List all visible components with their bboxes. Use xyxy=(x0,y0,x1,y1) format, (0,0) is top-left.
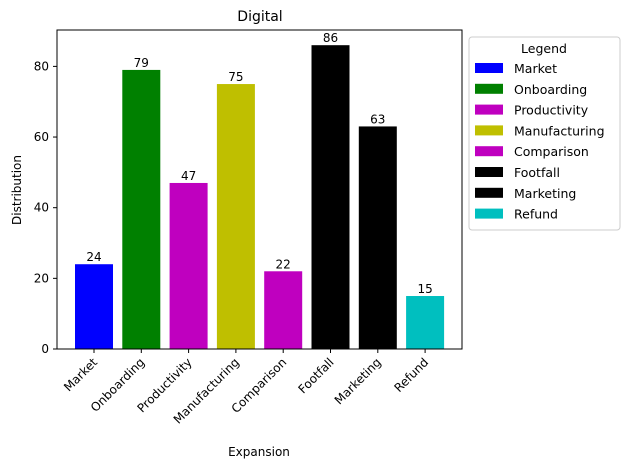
bar-manufacturing xyxy=(216,84,255,349)
data-labels-group: 24 79 47 75 22 86 63 15 xyxy=(86,31,432,296)
bar-refund xyxy=(406,296,445,349)
bar-footfall xyxy=(311,45,350,349)
legend-swatch-productivity xyxy=(475,104,503,115)
legend-label-productivity: Productivity xyxy=(514,103,589,118)
y-tick-label: 80 xyxy=(34,59,49,73)
x-tick-label-marketing: Marketing xyxy=(332,355,384,407)
data-label-productivity: 47 xyxy=(181,169,196,183)
legend-swatch-market xyxy=(475,63,503,73)
y-tick-label: 60 xyxy=(34,130,49,144)
data-label-market: 24 xyxy=(86,250,101,264)
legend-swatch-refund xyxy=(475,208,503,219)
y-tick-label: 40 xyxy=(34,201,49,215)
legend-label-marketing: Marketing xyxy=(514,186,576,201)
x-tick-label-refund: Refund xyxy=(391,355,431,395)
data-label-footfall: 86 xyxy=(323,31,338,45)
legend-entries: Market Onboarding Productivity Manufacturin… xyxy=(475,61,605,222)
plot-frame xyxy=(56,29,463,350)
legend: Legend Market Onboarding Productivity Manuf… xyxy=(468,36,621,231)
data-label-refund: 15 xyxy=(417,282,432,296)
legend-swatch-manufacturing xyxy=(475,125,503,136)
bar-comparison xyxy=(264,271,303,349)
y-axis: 0 20 40 60 80 xyxy=(34,59,57,356)
x-axis-label: Expansion xyxy=(228,445,290,459)
bar-marketing xyxy=(358,126,397,349)
x-axis: MarketOnboardingProductivityManufacturin… xyxy=(61,349,431,427)
data-label-manufacturing: 75 xyxy=(228,70,243,84)
data-label-onboarding: 79 xyxy=(134,56,149,70)
y-tick-label: 20 xyxy=(34,271,49,285)
legend-swatch-marketing xyxy=(475,187,503,198)
bar-market xyxy=(75,264,113,349)
data-label-comparison: 22 xyxy=(276,257,291,271)
legend-box xyxy=(468,36,621,231)
legend-title: Legend xyxy=(521,41,567,56)
legend-label-onboarding: Onboarding xyxy=(514,82,587,97)
legend-label-refund: Refund xyxy=(514,207,558,222)
legend-swatch-footfall xyxy=(475,167,503,177)
data-label-marketing: 63 xyxy=(370,112,385,126)
legend-label-manufacturing: Manufacturing xyxy=(514,123,605,138)
x-tick-label-market: Market xyxy=(61,355,100,394)
y-tick-label: 0 xyxy=(41,342,49,356)
y-axis-label: Distribution xyxy=(10,155,24,225)
legend-swatch-comparison xyxy=(475,146,503,157)
legend-label-market: Market xyxy=(514,61,557,76)
x-tick-label-footfall: Footfall xyxy=(296,355,337,396)
legend-label-comparison: Comparison xyxy=(514,144,589,159)
chart-title: Digital xyxy=(237,9,282,25)
bar-productivity xyxy=(169,182,208,349)
legend-label-footfall: Footfall xyxy=(514,165,560,180)
legend-swatch-onboarding xyxy=(475,83,503,94)
bar-onboarding xyxy=(122,69,161,349)
bars-group xyxy=(75,45,445,349)
